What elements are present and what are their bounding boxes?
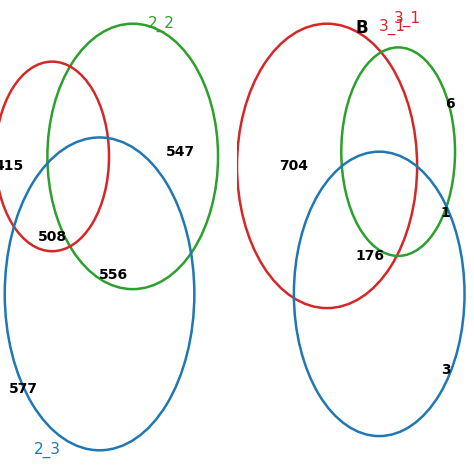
Text: 577: 577 — [9, 382, 38, 396]
Text: 2_2: 2_2 — [148, 16, 174, 32]
Text: 415: 415 — [0, 159, 24, 173]
Text: B: B — [356, 19, 368, 37]
Text: 508: 508 — [37, 230, 67, 244]
Text: 704: 704 — [279, 159, 309, 173]
Text: 2_3: 2_3 — [34, 442, 61, 458]
Text: 1: 1 — [441, 206, 450, 220]
Text: 176: 176 — [355, 249, 384, 263]
Text: 3_1: 3_1 — [379, 19, 406, 35]
Text: 3: 3 — [441, 363, 450, 377]
Text: 3_1: 3_1 — [394, 11, 421, 27]
Text: 547: 547 — [165, 145, 195, 159]
Text: 6: 6 — [446, 97, 455, 111]
Text: 556: 556 — [99, 268, 128, 282]
